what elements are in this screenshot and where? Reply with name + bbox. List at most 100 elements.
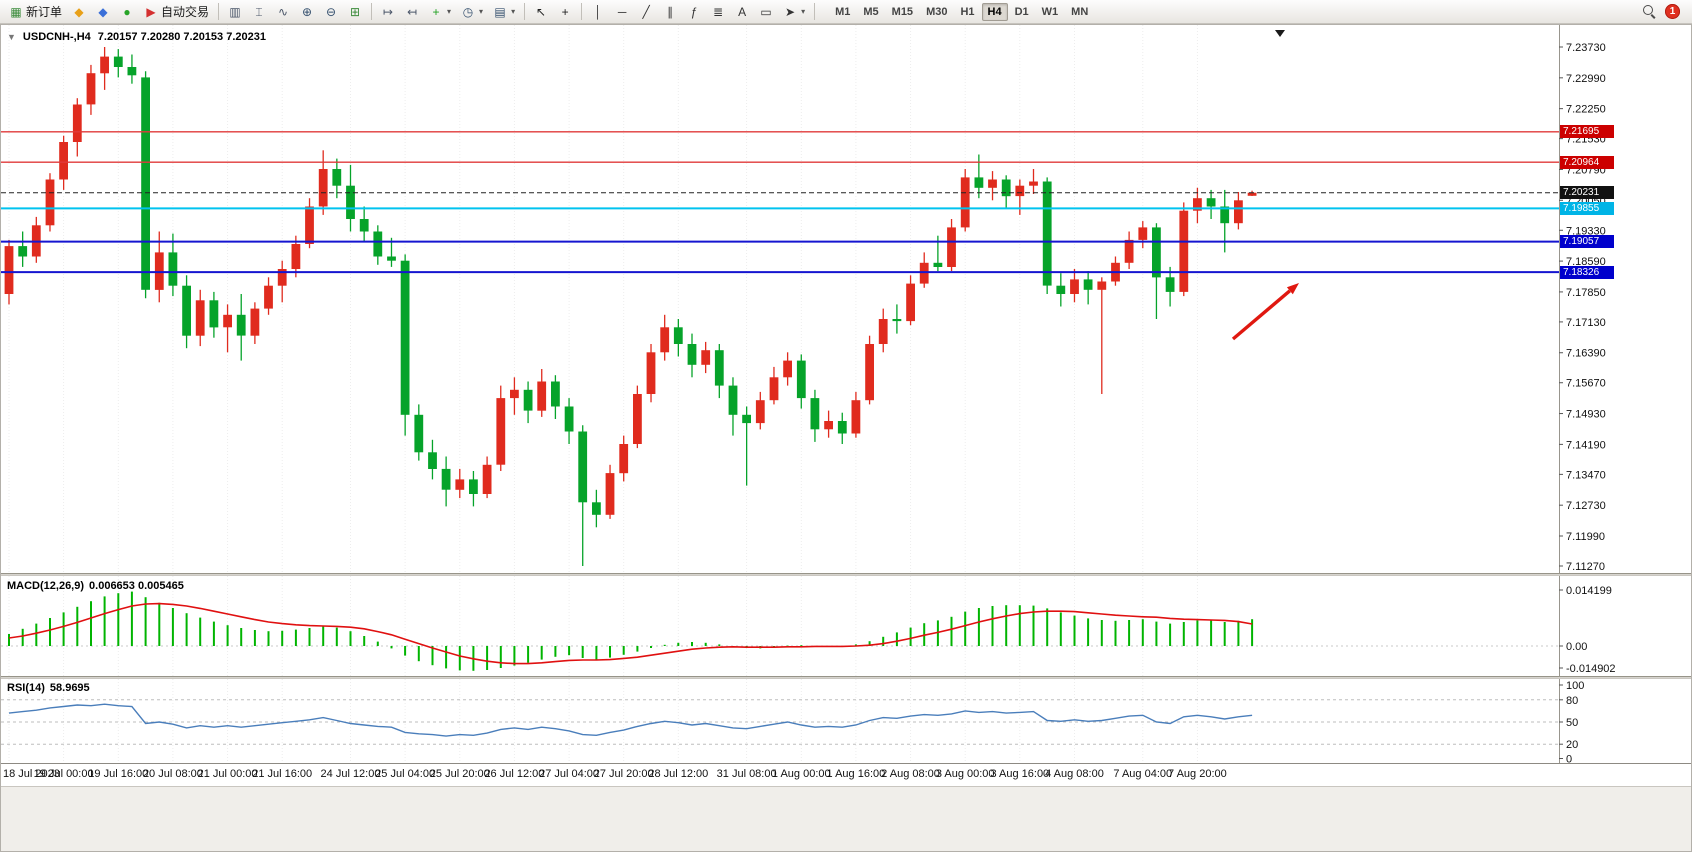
candle-body bbox=[537, 381, 547, 411]
candle-body bbox=[687, 344, 697, 365]
time-axis-label: 7 Aug 04:00 bbox=[1113, 768, 1173, 780]
periods-button[interactable]: ◷ ▾ bbox=[456, 1, 488, 22]
cycle-lines-icon: ≣ bbox=[713, 4, 724, 19]
channel-button[interactable]: ∥ bbox=[658, 1, 682, 22]
chart-shift-marker[interactable] bbox=[1275, 30, 1285, 37]
candle-body bbox=[1056, 285, 1066, 294]
time-axis-label: 25 Jul 04:00 bbox=[375, 768, 436, 780]
auto-scroll-button[interactable]: ↦ bbox=[376, 1, 400, 22]
community-button[interactable]: ● bbox=[115, 1, 139, 22]
label-icon: ▭ bbox=[760, 4, 772, 19]
candle-body bbox=[1097, 281, 1107, 290]
candle-body bbox=[414, 414, 424, 453]
periods-icon: ◷ bbox=[462, 4, 474, 19]
rsi-pane[interactable]: 100 80 50 20 0 bbox=[1, 679, 1692, 763]
candle-body bbox=[1234, 200, 1243, 224]
macd-signal-line bbox=[8, 602, 1253, 665]
chart-shift-button[interactable]: ↤ bbox=[400, 1, 424, 22]
timeframe-m15-button[interactable]: M15 bbox=[886, 3, 919, 21]
candle-body bbox=[469, 479, 478, 494]
toolbar-separator bbox=[524, 3, 526, 20]
time-axis-line bbox=[1, 763, 1691, 764]
price-tag-7.19855: 7.19855 bbox=[1560, 202, 1614, 215]
main-price-chart[interactable]: 7.237307.229907.222507.215307.207907.200… bbox=[1, 25, 1692, 573]
candle-body bbox=[523, 389, 533, 411]
macd-pane[interactable]: 0.014199 0.00 -0.014902 bbox=[1, 576, 1692, 676]
market-button[interactable]: ◆ bbox=[91, 1, 115, 22]
horizontal-line-button[interactable]: ─ bbox=[610, 1, 634, 22]
candle-body bbox=[277, 269, 287, 286]
timeframe-m1-button[interactable]: M1 bbox=[829, 3, 856, 21]
rsi-tick-label: 20 bbox=[1566, 739, 1578, 751]
candle-body bbox=[195, 300, 205, 336]
timeframe-mn-button[interactable]: MN bbox=[1065, 3, 1094, 21]
time-axis-label: 19 Jul 00:00 bbox=[33, 768, 94, 780]
candle-body bbox=[141, 77, 150, 290]
search-icon[interactable] bbox=[1642, 4, 1657, 19]
cursor-button[interactable]: ↖ bbox=[529, 1, 553, 22]
pane-splitter[interactable] bbox=[1, 676, 1691, 679]
candle-body bbox=[837, 421, 847, 434]
cycle-lines-button[interactable]: ≣ bbox=[706, 1, 730, 22]
tile-windows-button[interactable]: ⊞ bbox=[343, 1, 367, 22]
zoom-in-button[interactable]: ⊕ bbox=[295, 1, 319, 22]
price-tag-7.19057: 7.19057 bbox=[1560, 235, 1614, 248]
candle-body bbox=[1206, 198, 1216, 207]
timeframe-m30-button[interactable]: M30 bbox=[920, 3, 953, 21]
price-tick-label: 7.18590 bbox=[1566, 256, 1606, 268]
new-order-icon: ▦ bbox=[10, 4, 22, 19]
candle-body bbox=[701, 350, 711, 365]
market-icon: ◆ bbox=[98, 4, 108, 19]
crosshair-button[interactable]: + bbox=[553, 1, 577, 22]
candle-body bbox=[633, 394, 642, 444]
price-tick-label: 7.11990 bbox=[1566, 531, 1605, 543]
indicators-button[interactable]: + ▾ bbox=[424, 1, 456, 22]
fibonacci-button[interactable]: ƒ bbox=[682, 1, 706, 22]
dropdown-caret-icon: ▾ bbox=[511, 7, 516, 16]
price-tag-7.20231: 7.20231 bbox=[1560, 186, 1614, 199]
vertical-line-button[interactable]: │ bbox=[586, 1, 610, 22]
new-order-button-label: 新订单 bbox=[26, 5, 63, 19]
candle-body bbox=[1193, 198, 1202, 211]
community-icon: ● bbox=[123, 4, 131, 19]
timeframe-d1-button[interactable]: D1 bbox=[1009, 3, 1035, 21]
bottom-strip bbox=[1, 786, 1691, 851]
label-button[interactable]: ▭ bbox=[754, 1, 778, 22]
price-tick-label: 7.13470 bbox=[1566, 469, 1606, 481]
metaquotes-button[interactable]: ◆ bbox=[67, 1, 91, 22]
arrows-button[interactable]: ➤ ▾ bbox=[778, 1, 810, 22]
timeframe-w1-button[interactable]: W1 bbox=[1036, 3, 1065, 21]
candle-body bbox=[482, 464, 492, 494]
candle-body bbox=[810, 398, 820, 430]
timeframe-h4-button[interactable]: H4 bbox=[981, 2, 1008, 21]
price-tag-7.21695: 7.21695 bbox=[1560, 125, 1614, 138]
one-click-trading-arrow[interactable]: ▼ bbox=[7, 32, 16, 42]
macd-label: MACD(12,26,9) 0.006653 0.005465 bbox=[7, 580, 189, 592]
toolbar-right: 1 bbox=[1642, 4, 1688, 19]
time-axis-label: 3 Aug 16:00 bbox=[990, 768, 1050, 780]
templates-button[interactable]: ▤ ▾ bbox=[488, 1, 520, 22]
macd-tick-label: 0.00 bbox=[1566, 641, 1587, 653]
candle-body bbox=[783, 360, 792, 378]
zoom-out-button[interactable]: ⊖ bbox=[319, 1, 343, 22]
timeframe-m5-button[interactable]: M5 bbox=[857, 3, 884, 21]
time-axis-label: 19 Jul 16:00 bbox=[88, 768, 149, 780]
autotrade-button[interactable]: ▶ 自动交易 bbox=[139, 1, 214, 22]
fibonacci-icon: ƒ bbox=[690, 4, 698, 19]
time-axis-label: 28 Jul 12:00 bbox=[648, 768, 709, 780]
candlestick-button[interactable]: ⌶ bbox=[247, 1, 271, 22]
toolbar-separator bbox=[581, 3, 583, 20]
annotation-arrow bbox=[1231, 289, 1291, 341]
new-order-button[interactable]: ▦ 新订单 bbox=[4, 1, 67, 22]
text-button[interactable]: A bbox=[730, 1, 754, 22]
time-axis: 18 Jul 2023 19 Jul 00:00 19 Jul 16:00 20 Ju… bbox=[1, 764, 1691, 786]
notification-badge[interactable]: 1 bbox=[1665, 4, 1680, 19]
bar-chart-button[interactable]: ▥ bbox=[223, 1, 247, 22]
pane-splitter[interactable] bbox=[1, 573, 1691, 576]
trendline-button[interactable]: ╱ bbox=[634, 1, 658, 22]
candle-body bbox=[373, 231, 383, 257]
timeframe-h1-button[interactable]: H1 bbox=[954, 3, 980, 21]
line-chart-button[interactable]: ∿ bbox=[271, 1, 295, 22]
candle-body bbox=[947, 227, 956, 267]
